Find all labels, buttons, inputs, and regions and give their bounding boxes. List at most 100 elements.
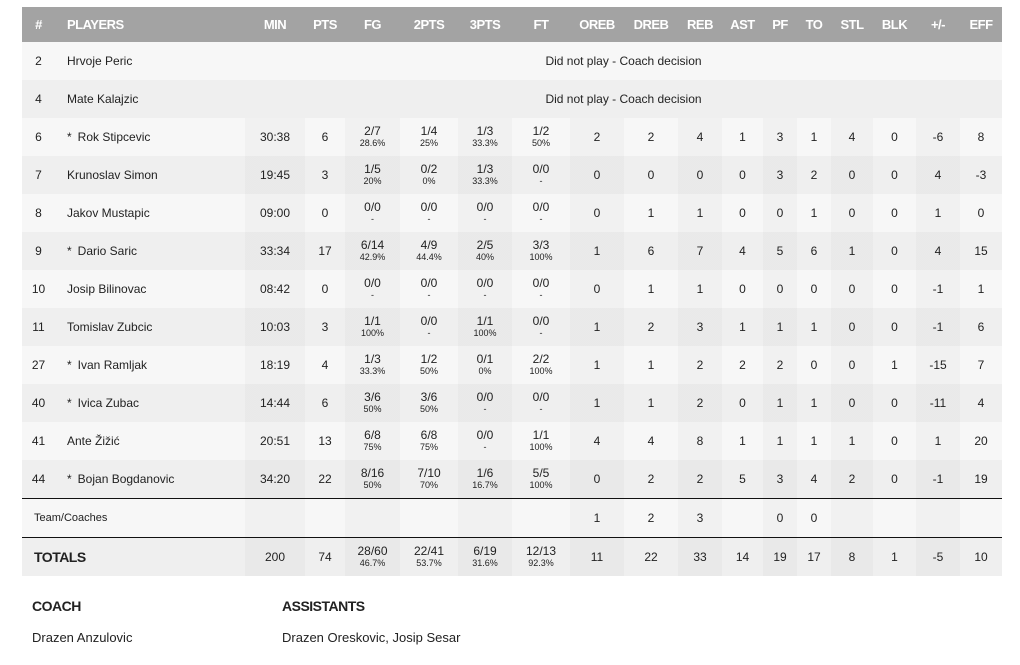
team-label: Team/Coaches [22, 498, 245, 538]
coach-title: COACH [32, 598, 81, 614]
made-attempted: 6/8 [364, 428, 381, 442]
made-attempted: 12/13 [525, 544, 557, 558]
stat-reb: 8 [678, 422, 722, 460]
starter-marker: * [67, 244, 72, 258]
column-header-pm[interactable]: +/- [916, 7, 960, 42]
stat-blk: 0 [873, 194, 916, 232]
stat-oreb: 0 [570, 270, 624, 308]
made-attempted: 0/0 [476, 276, 494, 290]
column-header-fg[interactable]: FG [345, 7, 400, 42]
stat-to: 1 [797, 194, 831, 232]
player-name[interactable]: Dario Saric [77, 244, 138, 258]
column-header-pf[interactable]: PF [763, 7, 797, 42]
made-attempted: 0/0 [476, 390, 494, 404]
percentage: - [483, 290, 487, 300]
stat-reb: 1 [678, 270, 722, 308]
percentage: 50% [363, 480, 382, 490]
stat-min: 20:51 [245, 422, 305, 460]
percentage: 0% [478, 366, 492, 376]
column-header-p2[interactable]: 2PTS [400, 7, 458, 42]
percentage: - [427, 328, 431, 338]
percentage: 100% [529, 252, 553, 262]
player-row: 8 Jakov Mustapic 09:00 0 0/0-0/0-0/0-0/0-0 1 1… [22, 194, 1002, 232]
player-number: 11 [22, 308, 55, 346]
player-name[interactable]: Bojan Bogdanovic [77, 472, 175, 486]
stat-p3: 0/0- [458, 422, 512, 460]
percentage: 20% [363, 176, 382, 186]
percentage: 33.3% [359, 366, 386, 376]
percentage: 0% [422, 176, 436, 186]
percentage: 100% [360, 328, 385, 338]
player-name[interactable]: Rok Stipcevic [77, 130, 151, 144]
stat-pm: -6 [916, 118, 960, 156]
stat-ft: 0/0- [512, 270, 570, 308]
player-name[interactable]: Ivan Ramljak [77, 358, 148, 372]
stat-dreb: 1 [624, 194, 678, 232]
column-header-eff[interactable]: EFF [960, 7, 1002, 42]
percentage: 100% [529, 480, 553, 490]
player-name[interactable]: Jakov Mustapic [67, 206, 150, 220]
stat-ft: 0/0- [512, 308, 570, 346]
box-score-table: # PLAYERS MIN PTS FG 2PTS 3PTS FT OREB DREB REB AST… [22, 7, 1002, 576]
column-header-name[interactable]: PLAYERS [55, 7, 245, 42]
player-name[interactable]: Mate Kalajzic [55, 80, 245, 118]
stat-ast: 1 [722, 308, 763, 346]
stat-oreb: 0 [570, 156, 624, 194]
stat-blk: 0 [873, 308, 916, 346]
stat-dreb: 1 [624, 346, 678, 384]
percentage: 70% [419, 480, 438, 490]
stat-p2: 4/9 44.4% [400, 232, 458, 270]
column-header-pts[interactable]: PTS [305, 7, 345, 42]
percentage: - [371, 214, 374, 224]
column-header-number[interactable]: # [22, 7, 55, 42]
starter-marker: * [67, 130, 72, 144]
stat-p2: 0/2 0% [400, 156, 458, 194]
column-header-ft[interactable]: FT [512, 7, 570, 42]
stat-min: 19:45 [245, 156, 305, 194]
player-name[interactable]: Krunoslav Simon [67, 168, 158, 182]
totals-row: TOTALS 200 74 28/60 46.7% 22/41 53.7% 6/19 31.6%… [22, 537, 1002, 576]
percentage: - [539, 214, 543, 224]
player-number: 44 [22, 460, 55, 499]
made-attempted: 0/0 [420, 314, 438, 328]
made-attempted: 8/16 [360, 466, 385, 480]
stat-dreb: 6 [624, 232, 678, 270]
stat-fg: 2/7 28.6% [345, 118, 400, 156]
made-attempted: 5/5 [532, 466, 550, 480]
stat-fg: 8/16 50% [345, 460, 400, 499]
stat-to: 0 [797, 346, 831, 384]
assistants-section: ASSISTANTS Drazen Oreskovic, Josip Sesar [282, 598, 460, 645]
player-name[interactable]: Ante Žižić [67, 434, 120, 448]
stat-pm: -15 [916, 346, 960, 384]
stat-p2: 6/8 75% [400, 422, 458, 460]
column-header-p3[interactable]: 3PTS [458, 7, 512, 42]
stat-reb: 2 [678, 460, 722, 499]
stat-pf: 2 [763, 346, 797, 384]
player-name[interactable]: Hrvoje Peric [55, 42, 245, 80]
player-name[interactable]: Tomislav Zubcic [67, 320, 153, 334]
player-name[interactable]: Ivica Zubac [77, 396, 140, 410]
column-header-ast[interactable]: AST [722, 7, 763, 42]
player-number: 2 [22, 42, 55, 80]
percentage: 100% [529, 366, 553, 376]
stat-to: 2 [797, 156, 831, 194]
percentage: 40% [475, 252, 494, 262]
stat-pts: 0 [305, 270, 345, 308]
stat-blk: 1 [873, 537, 916, 576]
column-header-oreb[interactable]: OREB [570, 7, 624, 42]
player-name[interactable]: Josip Bilinovac [67, 282, 147, 296]
column-header-blk[interactable]: BLK [873, 7, 916, 42]
stat-reb: 3 [678, 498, 722, 538]
player-cell: Jakov Mustapic [55, 194, 245, 232]
stat-pts [305, 498, 345, 538]
stat-p2: 0/0- [400, 270, 458, 308]
column-header-to[interactable]: TO [797, 7, 831, 42]
column-header-stl[interactable]: STL [831, 7, 873, 42]
column-header-reb[interactable]: REB [678, 7, 722, 42]
column-header-min[interactable]: MIN [245, 7, 305, 42]
stat-ft: 2/2 100% [512, 346, 570, 384]
percentage: - [483, 404, 487, 414]
stat-ft: 5/5 100% [512, 460, 570, 499]
column-header-dreb[interactable]: DREB [624, 7, 678, 42]
stat-p3: 0/0- [458, 384, 512, 422]
